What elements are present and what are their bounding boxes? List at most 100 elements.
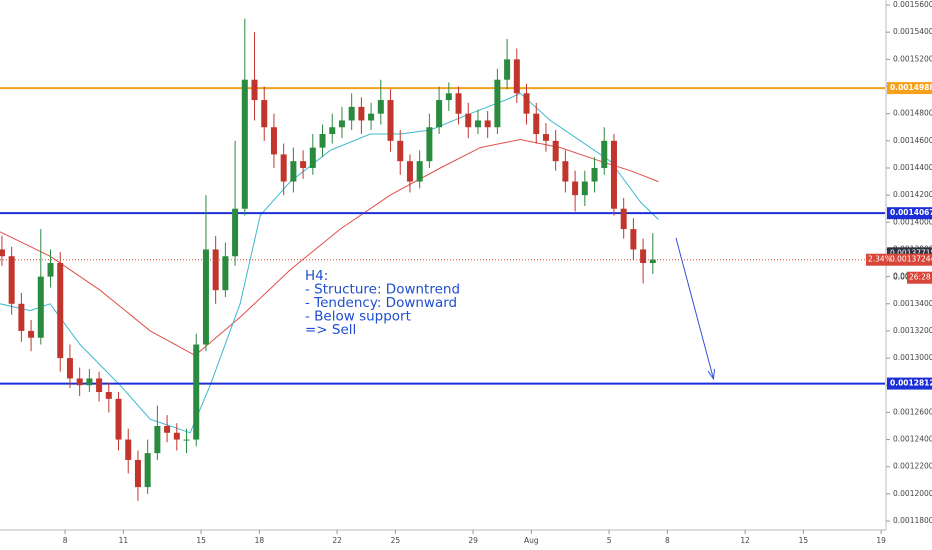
x-tick-label: 11 <box>119 536 129 545</box>
candle-body <box>212 249 219 291</box>
forecast-arrow <box>675 237 714 378</box>
candle-body <box>309 147 316 168</box>
candle-body <box>105 392 112 399</box>
candle-body <box>202 249 209 345</box>
candle-body <box>601 140 608 168</box>
candle-body <box>358 106 365 121</box>
candle-body <box>270 127 277 155</box>
level-tag <box>887 82 932 95</box>
annotation-line: H4: <box>305 268 328 284</box>
candle-body <box>406 161 413 182</box>
candle-body <box>232 208 239 257</box>
candle-body <box>164 425 171 433</box>
candle-body <box>465 113 472 128</box>
candle-body <box>338 120 345 128</box>
x-tick-label: 15 <box>196 536 206 545</box>
annotation-line: - Below support <box>305 309 411 325</box>
candle-body <box>183 439 190 441</box>
candle-body <box>241 79 248 209</box>
candle-body <box>397 140 404 162</box>
candle-body <box>640 249 647 264</box>
x-tick-label: 18 <box>255 536 265 545</box>
candle-body <box>630 229 637 250</box>
candle-body <box>329 127 336 135</box>
candle-body <box>484 120 491 128</box>
candle-body <box>426 127 433 162</box>
x-tick-label: 22 <box>332 536 342 545</box>
candle-body <box>455 93 462 114</box>
countdown-tag <box>907 271 932 284</box>
x-tick-label: 25 <box>391 536 401 545</box>
level-label: 0.00128123 <box>890 379 932 388</box>
candle-body <box>96 378 103 393</box>
candle-body <box>620 208 627 230</box>
candle-body <box>18 303 25 331</box>
candle-body <box>28 330 35 338</box>
moving-average <box>0 138 659 357</box>
candle-body <box>552 140 559 162</box>
candle-body <box>290 161 297 182</box>
candle-body <box>261 100 268 128</box>
candle-body <box>649 259 656 264</box>
candle-body <box>57 263 64 359</box>
change-label: 2.34% <box>868 255 892 264</box>
candle-body <box>572 181 579 196</box>
candle-body <box>581 181 588 196</box>
moving-average <box>0 92 659 434</box>
candle-body <box>251 79 258 101</box>
candle-body <box>494 79 501 128</box>
candle-body <box>76 378 83 386</box>
x-tick-label: 8 <box>665 536 670 545</box>
x-tick-label: 19 <box>876 536 886 545</box>
candle-body <box>445 93 452 101</box>
current-tag <box>887 253 932 266</box>
countdown-prefix: 0.00 <box>893 273 910 282</box>
candle-body <box>319 134 326 148</box>
candle-body <box>134 459 141 488</box>
candle-body <box>513 59 520 94</box>
candle-body <box>47 263 54 277</box>
candle-body <box>193 344 200 440</box>
annotation-line: - Tendency: Downward <box>305 295 457 311</box>
candle-body <box>348 106 355 121</box>
annotation-line: => Sell <box>305 322 356 338</box>
arrow-head <box>707 368 715 381</box>
candle-body <box>610 140 617 209</box>
candle-body <box>504 59 511 80</box>
candle-body <box>86 378 93 386</box>
candle-body <box>280 154 287 182</box>
x-tick-label: 15 <box>799 536 809 545</box>
level-label: 0.00140672 <box>890 208 932 217</box>
candle-body <box>125 439 132 460</box>
candle-body <box>37 276 44 338</box>
candle-body <box>154 425 161 454</box>
candle-body <box>8 256 15 304</box>
candle-body <box>542 134 549 141</box>
candle-body <box>416 161 423 182</box>
candle-body <box>300 161 307 168</box>
annotation-line: - Structure: Downtrend <box>305 282 460 298</box>
candle-body <box>66 358 73 379</box>
candle-body <box>144 453 151 488</box>
candle-body <box>222 256 229 291</box>
candle-body <box>474 120 481 128</box>
countdown-label: 26:28 <box>909 273 931 282</box>
candle-body <box>523 93 530 114</box>
candle-body <box>0 249 5 257</box>
candle-body <box>115 398 122 440</box>
candle-body <box>387 100 394 141</box>
current-label: 0.00137244 <box>890 255 932 264</box>
level-label: 0.00149884 <box>890 83 932 92</box>
